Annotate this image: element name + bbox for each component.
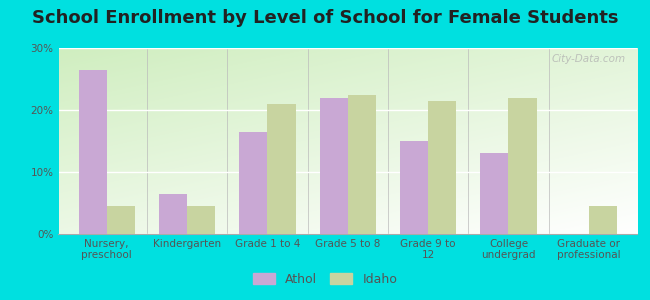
Bar bbox=[348, 94, 376, 234]
Bar bbox=[320, 98, 348, 234]
Legend: Athol, Idaho: Athol, Idaho bbox=[248, 268, 402, 291]
Bar bbox=[589, 206, 617, 234]
Bar bbox=[107, 206, 135, 234]
Text: City-Data.com: City-Data.com bbox=[551, 54, 625, 64]
Text: School Enrollment by Level of School for Female Students: School Enrollment by Level of School for… bbox=[32, 9, 618, 27]
Bar bbox=[79, 70, 107, 234]
Bar bbox=[480, 153, 508, 234]
Bar bbox=[508, 98, 536, 234]
Bar bbox=[159, 194, 187, 234]
Bar bbox=[267, 104, 296, 234]
Bar bbox=[187, 206, 215, 234]
Bar bbox=[400, 141, 428, 234]
Bar bbox=[428, 101, 456, 234]
Bar bbox=[239, 132, 267, 234]
